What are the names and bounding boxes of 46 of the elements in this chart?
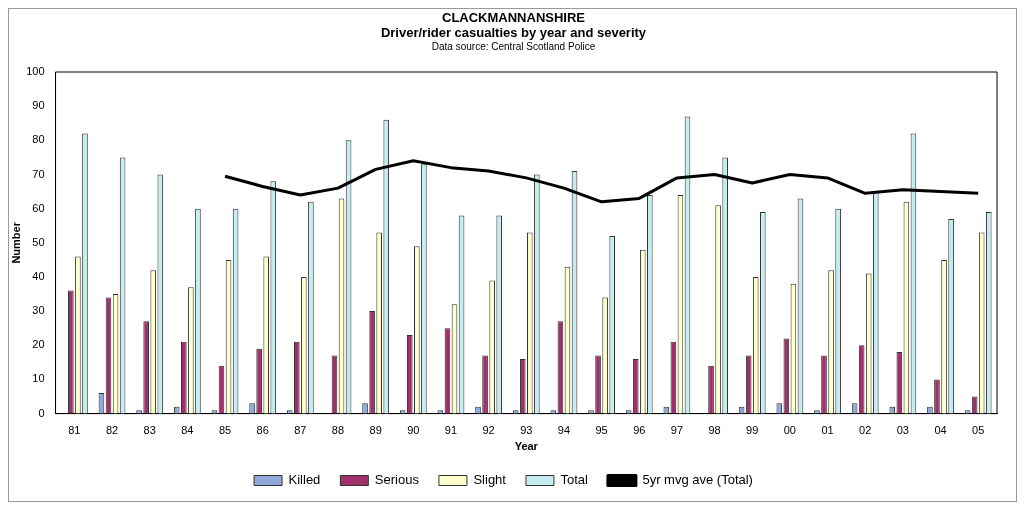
x-tick-label: 86 <box>256 424 269 437</box>
x-tick-label: 05 <box>972 424 985 437</box>
legend-label: 5yr mvg ave (Total) <box>642 472 753 488</box>
source-note: Data source: Central Scotland Police <box>430 41 597 52</box>
x-tick-label: 82 <box>105 424 119 437</box>
x-axis-title: Year <box>514 440 539 453</box>
legend-label: Killed <box>288 472 321 488</box>
y-tick-label: 20 <box>32 338 45 351</box>
x-tick-label: 89 <box>369 424 382 437</box>
y-tick-label: 70 <box>32 167 45 180</box>
x-tick-label: 98 <box>708 424 721 437</box>
x-tick-label: 92 <box>482 424 495 437</box>
x-tick-label: 96 <box>633 424 646 437</box>
x-tick-label: 88 <box>331 424 345 437</box>
chart-title: CLACKMANNANSHIRE <box>441 10 586 25</box>
x-tick-label: 02 <box>859 424 872 437</box>
x-tick-label: 04 <box>934 424 947 437</box>
x-tick-label: 84 <box>181 424 194 437</box>
y-tick-label: 10 <box>32 372 45 385</box>
x-tick-label: 91 <box>444 424 458 437</box>
y-tick-label: 90 <box>32 99 45 112</box>
x-tick-label: 94 <box>557 424 571 437</box>
y-tick-label: 100 <box>26 65 45 78</box>
y-tick-label: 60 <box>32 201 45 214</box>
x-tick-label: 03 <box>896 424 909 437</box>
y-axis-title: Number <box>9 221 22 264</box>
legend-label: Serious <box>374 472 420 488</box>
y-tick-label: 50 <box>32 235 45 248</box>
x-tick-label: 83 <box>143 424 156 437</box>
x-tick-label: 93 <box>520 424 533 437</box>
y-tick-label: 0 <box>38 406 45 419</box>
x-tick-label: 95 <box>595 424 608 437</box>
x-tick-label: 81 <box>68 424 81 437</box>
x-tick-label: 90 <box>407 424 420 437</box>
chart-subtitle: Driver/rider casualties by year and severity <box>379 25 648 40</box>
x-tick-label: 85 <box>218 424 232 437</box>
x-tick-label: 97 <box>670 424 684 437</box>
x-tick-label: 99 <box>746 424 759 437</box>
y-tick-label: 40 <box>32 269 45 282</box>
y-tick-label: 30 <box>32 304 45 317</box>
x-tick-label: 87 <box>294 424 307 437</box>
y-tick-label: 80 <box>32 133 45 146</box>
legend-label: Slight <box>473 472 507 488</box>
x-tick-label: 00 <box>783 424 797 437</box>
x-tick-label: 01 <box>821 424 834 437</box>
legend-label: Total <box>560 472 589 488</box>
